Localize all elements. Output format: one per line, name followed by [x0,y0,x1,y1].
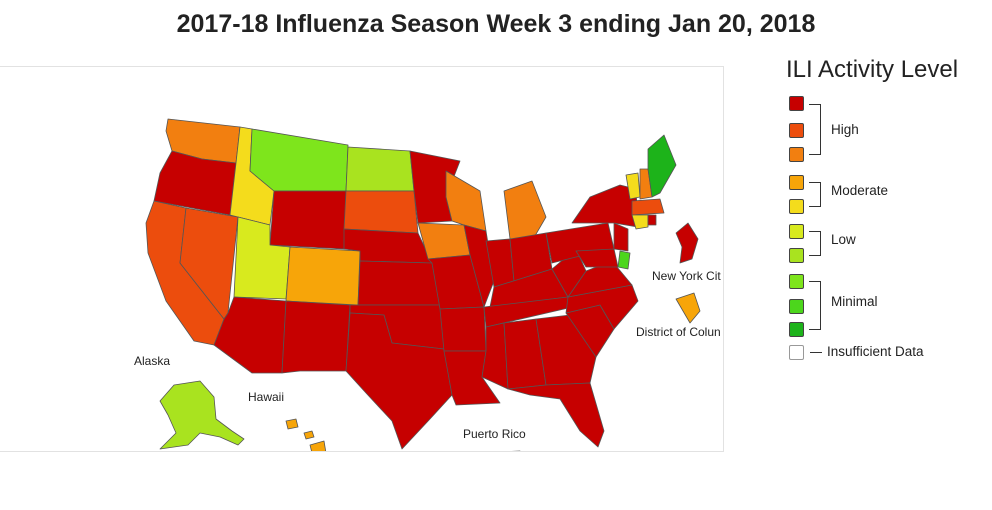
state-rhode-island[interactable] [647,214,657,226]
label-hawaii: Hawaii [248,390,285,404]
state-mississippi[interactable] [481,322,509,390]
legend-swatch-level-6 [789,199,804,214]
legend-label-moderate: Moderate [831,183,889,198]
us-ili-map[interactable]: Alaska Hawaii Puerto Rico New York Cit D… [0,66,724,452]
legend: ILI Activity Level High Moderate Low Min… [786,56,986,376]
state-montana[interactable] [249,128,349,192]
legend-swatch-level-10 [789,96,804,111]
inset-new-york-city[interactable] [675,222,699,264]
legend-label-high: High [831,122,859,137]
label-puerto-rico: Puerto Rico [463,427,526,441]
legend-dash [810,352,822,353]
legend-swatch-insufficient [789,345,804,360]
legend-swatch-level-1 [789,322,804,337]
legend-swatch-level-5 [789,224,804,239]
legend-label-minimal: Minimal [831,294,878,309]
legend-title: ILI Activity Level [786,56,959,83]
state-wisconsin[interactable] [445,170,487,232]
legend-label-insufficient: Insufficient Data [827,344,924,359]
state-kansas[interactable] [357,260,441,306]
state-georgia[interactable] [535,314,597,386]
state-new-york[interactable] [571,184,639,228]
label-district-of-columbia: District of Colun [636,325,721,339]
inset-district-of-columbia[interactable] [675,292,701,324]
legend-swatch-level-8 [789,147,804,162]
legend-swatch-level-3 [789,274,804,289]
state-texas[interactable] [345,312,453,450]
state-hawaii[interactable] [285,418,327,452]
state-colorado[interactable] [285,246,361,306]
state-arkansas[interactable] [439,306,487,352]
state-maine[interactable] [647,134,677,198]
state-massachusetts[interactable] [631,198,665,216]
map-title: 2017-18 Influenza Season Week 3 ending J… [176,10,816,38]
map-svg [145,118,701,452]
legend-bracket-high [809,104,821,155]
state-north-dakota[interactable] [345,146,415,192]
legend-swatch-level-7 [789,175,804,190]
legend-label-low: Low [831,232,856,247]
legend-swatch-level-9 [789,123,804,138]
state-michigan[interactable] [503,180,547,242]
legend-bracket-moderate [809,182,821,207]
legend-swatch-level-2 [789,299,804,314]
territory-puerto-rico[interactable] [478,450,522,452]
legend-bracket-minimal [809,281,821,330]
state-florida[interactable] [507,382,605,448]
state-connecticut[interactable] [631,214,649,230]
label-alaska: Alaska [134,354,171,368]
state-wyoming[interactable] [269,190,347,250]
label-new-york-city: New York Cit [652,269,721,283]
state-south-dakota[interactable] [343,190,419,234]
state-delaware[interactable] [617,250,631,270]
legend-swatch-level-4 [789,248,804,263]
state-alaska[interactable] [159,380,245,450]
state-new-jersey[interactable] [613,222,629,252]
state-new-mexico[interactable] [281,300,351,374]
legend-bracket-low [809,231,821,256]
